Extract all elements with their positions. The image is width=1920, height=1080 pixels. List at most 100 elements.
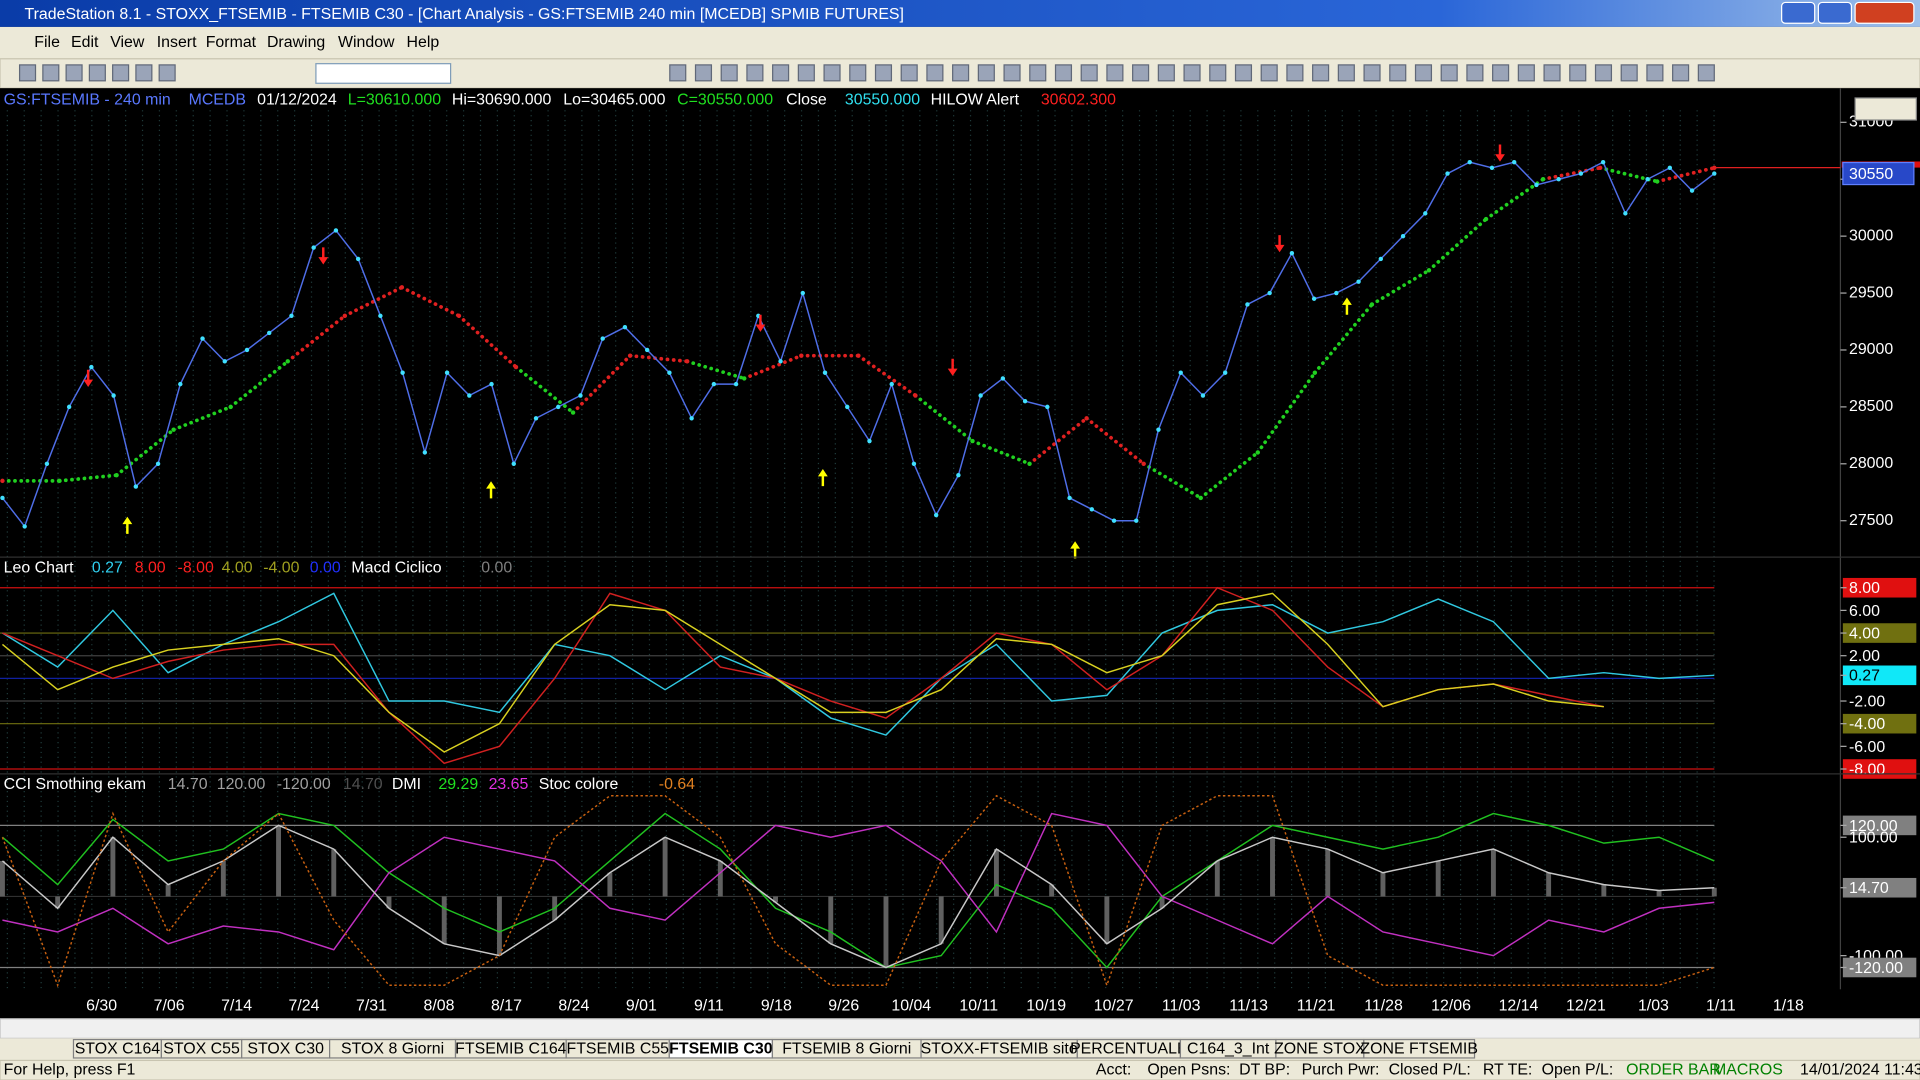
x-tick-label: 7/31 [356, 998, 387, 1015]
toolbar-icon[interactable] [1080, 64, 1098, 82]
toolbar-icon[interactable] [669, 64, 687, 82]
toolbar-icon[interactable] [1363, 64, 1381, 82]
toolbar-icon[interactable] [823, 64, 841, 82]
ma-point [570, 410, 576, 415]
menu-item[interactable]: Window [338, 34, 395, 51]
sheet-tab-label[interactable]: FTSEMIB C30 [669, 1041, 773, 1058]
menu-item[interactable]: Edit [71, 34, 99, 51]
maximize-button[interactable] [1817, 1, 1853, 24]
close-button[interactable] [1854, 1, 1915, 24]
ma-segment [1141, 461, 1203, 500]
toolbar-icon[interactable] [1132, 64, 1150, 82]
menu-item[interactable]: Help [407, 34, 440, 51]
sheet-tab[interactable] [1363, 1038, 1476, 1059]
toolbar-icon[interactable] [1492, 64, 1510, 82]
toolbar-icon[interactable] [1054, 64, 1073, 82]
toolbar-icon[interactable] [900, 64, 918, 82]
sheet-tab-label[interactable]: C164_3_Int [1187, 1041, 1270, 1058]
toolbar-icon[interactable] [1029, 64, 1047, 82]
panel1-header-item: 0.00 [310, 559, 341, 576]
ma-point [1426, 268, 1432, 273]
minimize-button[interactable] [1781, 1, 1816, 24]
toolbar-icon[interactable] [849, 64, 867, 82]
toolbar-icon[interactable] [88, 64, 106, 82]
sheet-tab-label[interactable]: STOX C30 [247, 1041, 324, 1058]
toolbar-icon[interactable] [952, 64, 970, 82]
toolbar-icon[interactable] [1286, 64, 1304, 82]
toolbar-icon[interactable] [1414, 64, 1433, 82]
toolbar-icon[interactable] [926, 64, 944, 82]
sheet-tab-label[interactable]: ZONE FTSEMIB [1360, 1041, 1478, 1058]
toolbar-icon[interactable] [1672, 64, 1690, 82]
menu-item[interactable]: Format [206, 34, 257, 51]
toolbar-icon[interactable] [112, 64, 130, 82]
toolbar-icon[interactable] [1466, 64, 1484, 82]
symbol-combo[interactable] [315, 63, 452, 84]
x-tick-label: 10/04 [891, 998, 931, 1015]
panel1-header-item: 8.00 [135, 559, 166, 576]
sheet-tab-label[interactable]: ZONE STOX [1274, 1041, 1366, 1058]
price-header-item: HILOW Alert [931, 92, 1020, 109]
toolbar-icon[interactable] [1697, 64, 1715, 82]
toolbar-icon[interactable] [1183, 64, 1201, 82]
y-tick-label: 30000 [1849, 227, 1893, 244]
ma-point [513, 364, 519, 370]
menu-item[interactable]: File [34, 34, 60, 51]
toolbar-icon[interactable] [1620, 64, 1638, 82]
price-point [778, 359, 783, 364]
ma-point [456, 313, 462, 319]
menu-item[interactable]: Insert [157, 34, 197, 51]
toolbar-icon[interactable] [874, 64, 893, 82]
ma-point [0, 478, 5, 484]
panel2-header-item: -0.64 [659, 776, 695, 793]
price-point [1089, 507, 1095, 512]
toolbar-icon[interactable] [1646, 64, 1664, 82]
sheet-tab-label[interactable]: STOX 8 Giorni [341, 1041, 444, 1058]
price-header-item: Close [786, 92, 827, 109]
price-point [1067, 495, 1072, 501]
toolbar-icon[interactable] [1312, 64, 1330, 82]
toolbar-icon[interactable] [694, 64, 713, 82]
sub-window-buttons[interactable] [1854, 97, 1917, 121]
price-point [1200, 393, 1206, 398]
toolbar-icon[interactable] [1569, 64, 1587, 82]
ma-segment [685, 359, 747, 381]
toolbar-icon[interactable] [720, 64, 738, 82]
toolbar-icon[interactable] [1157, 64, 1175, 82]
toolbar-icon[interactable] [1260, 64, 1278, 82]
ma-point [684, 359, 690, 364]
sheet-tab-label[interactable]: FTSEMIB C164 [455, 1041, 567, 1058]
sheet-tab-label[interactable]: STOXX-FTSEMIB sito [921, 1041, 1078, 1058]
toolbar-icon[interactable] [1389, 64, 1407, 82]
toolbar-icon[interactable] [18, 64, 37, 82]
toolbar-icon[interactable] [1337, 64, 1355, 82]
sheet-tab-label[interactable]: PERCENTUALE [1070, 1041, 1188, 1058]
toolbar-icon[interactable] [977, 64, 995, 82]
toolbar-icon[interactable] [1209, 64, 1227, 82]
toolbar-icon[interactable] [772, 64, 790, 82]
toolbar-icon[interactable] [797, 64, 815, 82]
toolbar-icon[interactable] [1440, 64, 1458, 82]
sheet-tab-label[interactable]: STOX C164 [75, 1041, 161, 1058]
menu-item[interactable]: Drawing [267, 34, 325, 51]
toolbar-icon[interactable] [42, 64, 60, 82]
sheet-tab-label[interactable]: STOX C55 [163, 1041, 240, 1058]
x-tick-label: 10/19 [1026, 998, 1066, 1015]
scrollbar[interactable] [0, 1018, 1920, 1039]
toolbar-icon[interactable] [1594, 64, 1613, 82]
toolbar-icon[interactable] [746, 64, 764, 82]
x-tick-label: 10/27 [1094, 998, 1134, 1015]
toolbar-icon[interactable] [65, 64, 83, 82]
price-point [89, 364, 94, 370]
toolbar-icon[interactable] [1106, 64, 1124, 82]
ma-point [1712, 165, 1717, 171]
toolbar-icon[interactable] [1543, 64, 1561, 82]
toolbar-icon[interactable] [1003, 64, 1021, 82]
toolbar-icon[interactable] [1234, 64, 1253, 82]
sheet-tab-label[interactable]: FTSEMIB C55 [566, 1041, 669, 1058]
toolbar-icon[interactable] [158, 64, 176, 82]
sheet-tab-label[interactable]: FTSEMIB 8 Giorni [782, 1041, 911, 1058]
menu-item[interactable]: View [110, 34, 145, 51]
toolbar-icon[interactable] [1517, 64, 1535, 82]
toolbar-icon[interactable] [135, 64, 153, 82]
